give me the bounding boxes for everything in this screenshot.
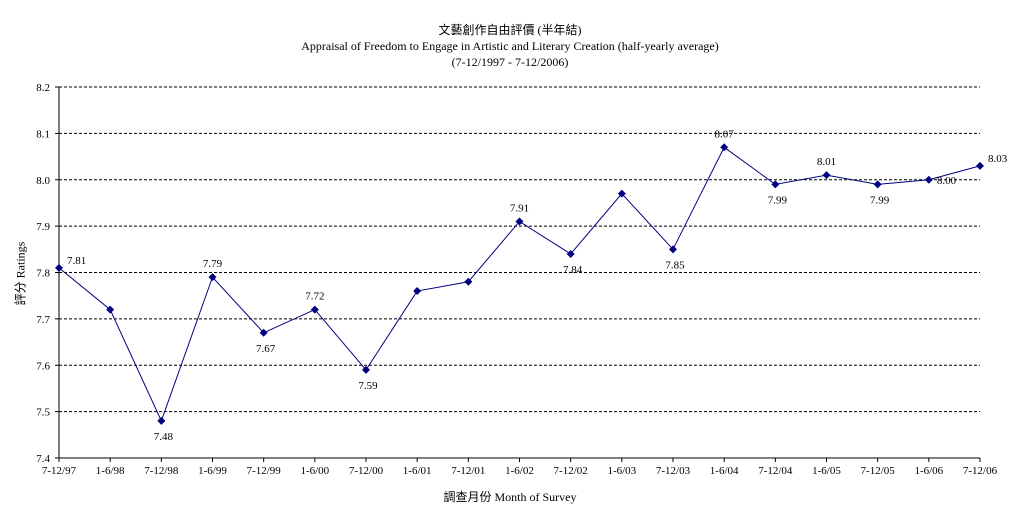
y-tick-label: 7.8 xyxy=(36,268,50,280)
x-tick-label: 1-6/03 xyxy=(607,465,636,477)
x-tick-label: 7-12/04 xyxy=(758,465,793,477)
data-label: 7.84 xyxy=(563,264,583,276)
data-point xyxy=(464,277,473,286)
data-label: 8.07 xyxy=(715,128,735,140)
data-label: 7.91 xyxy=(510,202,529,214)
x-tick-label: 1-6/99 xyxy=(198,465,227,477)
chart-title: 文藝創作自由評價 (半年結) xyxy=(438,23,582,37)
x-tick-label: 7-12/97 xyxy=(42,465,77,477)
x-tick-label: 7-12/03 xyxy=(656,465,691,477)
x-tick-label: 7-12/01 xyxy=(451,465,485,477)
x-tick-label: 1-6/06 xyxy=(914,465,943,477)
x-tick-label: 1-6/04 xyxy=(710,465,739,477)
data-point xyxy=(976,161,984,170)
data-point xyxy=(873,180,882,189)
data-label: 7.79 xyxy=(203,258,223,270)
data-point xyxy=(413,287,422,296)
data-label: 7.48 xyxy=(154,431,174,443)
y-tick-label: 8.1 xyxy=(36,128,50,140)
data-label: 7.85 xyxy=(665,259,685,271)
data-label: 8.01 xyxy=(817,156,836,168)
chart-title-block: 文藝創作自由評價 (半年結) Appraisal of Freedom to E… xyxy=(0,22,1020,70)
x-tick-label: 7-12/02 xyxy=(554,465,588,477)
y-tick-label: 7.5 xyxy=(36,407,50,419)
data-label: 7.72 xyxy=(305,291,324,303)
data-point xyxy=(617,189,626,198)
x-tick-label: 7-12/05 xyxy=(861,465,896,477)
x-tick-label: 7-12/99 xyxy=(247,465,282,477)
data-point xyxy=(515,217,524,226)
x-tick-label: 1-6/01 xyxy=(403,465,432,477)
y-tick-label: 7.7 xyxy=(36,314,50,326)
chart-period: (7-12/1997 - 7-12/2006) xyxy=(451,55,569,69)
x-tick-label: 1-6/98 xyxy=(96,465,125,477)
y-tick-label: 7.6 xyxy=(36,360,50,372)
data-point xyxy=(157,416,166,425)
x-tick-label: 7-12/06 xyxy=(963,465,998,477)
y-tick-label: 8.2 xyxy=(36,82,50,94)
data-point xyxy=(106,305,115,314)
data-label: 8.00 xyxy=(937,175,957,187)
x-tick-label: 1-6/02 xyxy=(505,465,534,477)
chart-subtitle: Appraisal of Freedom to Engage in Artist… xyxy=(301,39,719,53)
data-point xyxy=(720,143,729,152)
data-point xyxy=(310,305,319,314)
y-tick-label: 7.9 xyxy=(36,221,50,233)
x-tick-label: 7-12/98 xyxy=(144,465,179,477)
data-label: 7.59 xyxy=(358,380,378,392)
data-point xyxy=(669,245,677,254)
data-label: 7.99 xyxy=(870,194,890,206)
data-point xyxy=(259,328,268,337)
data-point xyxy=(362,365,370,374)
x-tick-label: 7-12/00 xyxy=(349,465,384,477)
data-label: 7.99 xyxy=(768,194,788,206)
data-point xyxy=(208,273,217,282)
x-axis-label: 調查月份 Month of Survey xyxy=(443,490,577,504)
data-label: 8.03 xyxy=(988,153,1008,165)
series-line xyxy=(58,146,981,423)
data-label: 7.67 xyxy=(256,343,276,355)
data-label: 7.81 xyxy=(67,255,86,267)
data-point xyxy=(924,175,933,184)
x-tick-label: 1-6/05 xyxy=(812,465,841,477)
y-tick-label: 7.4 xyxy=(36,453,50,465)
data-point xyxy=(822,171,831,180)
data-point xyxy=(771,180,780,189)
data-point xyxy=(566,249,575,258)
y-tick-label: 8.0 xyxy=(36,175,50,187)
x-tick-label: 1-6/00 xyxy=(300,465,329,477)
data-point xyxy=(55,263,63,272)
